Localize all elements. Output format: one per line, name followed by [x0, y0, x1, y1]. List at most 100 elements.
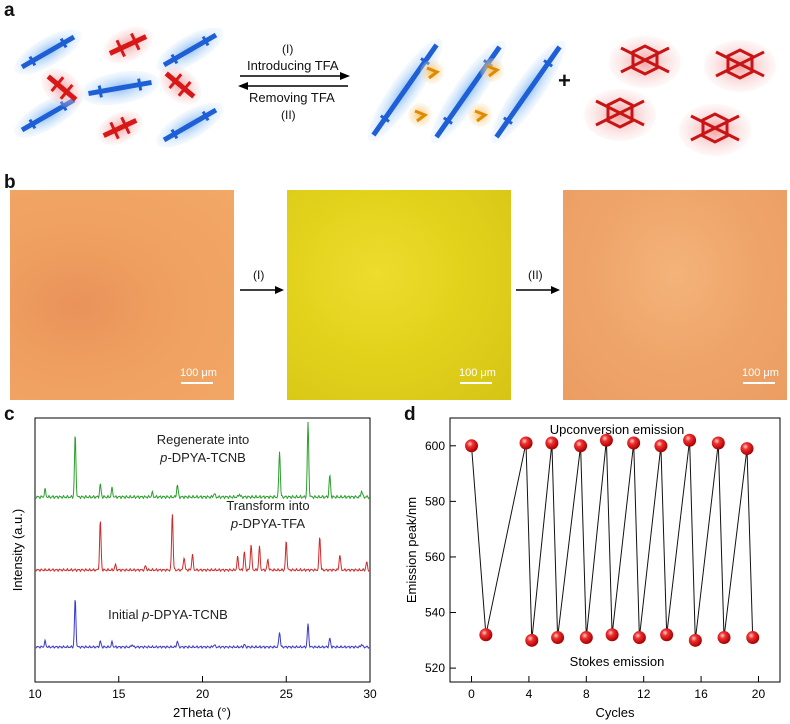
- emission-point: [465, 439, 479, 453]
- tfa-molecule: [480, 58, 504, 82]
- panel-b-arrows: [240, 286, 560, 294]
- dpya-molecule: [80, 70, 160, 106]
- y-axis-label: Intensity (a.u.): [10, 509, 25, 591]
- x-tick-label: 12: [637, 687, 651, 701]
- micrograph-transformed: 100 μm: [287, 190, 511, 400]
- step1-label: (I): [282, 42, 294, 56]
- y-tick-label: 560: [425, 550, 445, 564]
- pxrd-series: [35, 421, 370, 650]
- emission-point: [545, 436, 559, 450]
- x-axis-label: Cycles: [595, 705, 635, 720]
- annotation-upconversion: Upconversion emission: [550, 422, 684, 437]
- pxrd-trace: [35, 600, 370, 650]
- emission-point: [688, 633, 702, 647]
- annotation-stokes: Stokes emission: [570, 654, 665, 669]
- x-tick-label: 4: [526, 687, 533, 701]
- tcnb-molecule: [97, 111, 143, 145]
- emission-polyline: [471, 440, 754, 641]
- emission-point: [660, 628, 674, 642]
- cocrystal-structure: [14, 26, 224, 148]
- tfa-molecule: [420, 60, 444, 84]
- emission-points: [465, 433, 760, 647]
- tcnb-molecule: [679, 104, 751, 156]
- x-tick-label: 20: [752, 687, 766, 701]
- emission-point: [627, 436, 641, 450]
- emission-point: [479, 628, 493, 642]
- scale-bar: [743, 382, 775, 384]
- tcnb-molecule: [609, 36, 681, 88]
- scale-bar-label: 100 μm: [459, 367, 496, 379]
- panel-label-a: a: [4, 0, 15, 21]
- dpya-molecule: [14, 29, 82, 75]
- tfa-molecule: [408, 103, 432, 127]
- emission-point: [605, 628, 619, 642]
- dpya-tfa-structure: [367, 38, 566, 144]
- micrograph-initial: 100 μm: [10, 190, 234, 400]
- x-tick-label: 8: [583, 687, 590, 701]
- x-ticks: 10 15 20 25 30: [28, 676, 377, 701]
- arrow1-label: (I): [253, 268, 265, 282]
- step1-text: Introducing TFA: [247, 58, 339, 73]
- tcnb-molecule: [158, 65, 202, 105]
- emission-point: [579, 631, 593, 645]
- x-tick-label: 16: [694, 687, 708, 701]
- step2-label: (II): [281, 108, 296, 122]
- dpya-molecule: [156, 27, 224, 73]
- emission-point: [551, 631, 565, 645]
- micrograph-regenerated: 100 μm: [563, 190, 787, 400]
- dpya-molecule: [156, 102, 224, 148]
- scale-bar: [460, 382, 492, 384]
- pxrd-chart: 10 15 20 25 30 2Theta (°) Intensity (a.u.) R…: [10, 417, 377, 720]
- x-tick-label: 20: [196, 687, 210, 701]
- x-tick-label: 30: [363, 687, 377, 701]
- emission-point: [746, 631, 760, 645]
- scale-bar: [181, 382, 213, 384]
- emission-chart: 0 4 8 12 16 20 520 540 560 580 600 Upconversion em…: [404, 417, 781, 720]
- series-label-transformed: Transform into: [226, 498, 309, 513]
- step2-text: Removing TFA: [249, 90, 335, 105]
- tcnb-molecule: [40, 68, 84, 108]
- scale-bar-label: 100 μm: [742, 367, 779, 379]
- y-axis-label: Emission peak/nm: [404, 497, 419, 603]
- panel-label-b: b: [4, 172, 16, 193]
- pxrd-trace: [35, 514, 370, 573]
- emission-point: [717, 631, 731, 645]
- emission-line: [471, 440, 754, 641]
- emission-point: [632, 631, 646, 645]
- series-label-initial: Initial p-DPYA-TCNB: [108, 607, 228, 622]
- emission-point: [519, 436, 533, 450]
- emission-point: [654, 439, 668, 453]
- dpya-molecule: [490, 40, 566, 144]
- tfa-molecule: [468, 103, 492, 127]
- y-tick-label: 580: [425, 494, 445, 508]
- plot-frame: [449, 417, 781, 683]
- y-tick-label: 520: [425, 661, 445, 675]
- tcnb-molecule: [584, 89, 656, 141]
- tcnb-crystals: [584, 36, 776, 156]
- emission-point: [599, 433, 613, 447]
- panel-a-schematic: [14, 26, 776, 156]
- emission-point: [683, 433, 697, 447]
- emission-point: [740, 442, 754, 456]
- pxrd-trace: [35, 421, 370, 500]
- x-axis-label: 2Theta (°): [173, 705, 231, 720]
- x-tick-label: 0: [468, 687, 475, 701]
- series-label-transformed-2: p-DPYA-TFA: [230, 516, 305, 531]
- x-tick-label: 10: [28, 687, 42, 701]
- axis-ticks: 0 4 8 12 16 20 520 540 560 580 600: [425, 439, 766, 701]
- plus-sign: +: [558, 68, 571, 93]
- series-label-regenerated-2: p-DPYA-TCNB: [159, 450, 246, 465]
- emission-point: [525, 633, 539, 647]
- arrow2-label: (II): [528, 268, 543, 282]
- scale-bar-label: 100 μm: [180, 367, 217, 379]
- y-tick-label: 600: [425, 439, 445, 453]
- x-tick-label: 15: [112, 687, 126, 701]
- panel-label-d: d: [404, 404, 416, 425]
- panel-label-c: c: [4, 404, 15, 425]
- emission-point: [574, 439, 588, 453]
- x-tick-label: 25: [280, 687, 294, 701]
- tcnb-molecule: [103, 26, 153, 64]
- series-label-regenerated: Regenerate into: [157, 432, 250, 447]
- y-tick-label: 540: [425, 606, 445, 620]
- emission-point: [711, 436, 725, 450]
